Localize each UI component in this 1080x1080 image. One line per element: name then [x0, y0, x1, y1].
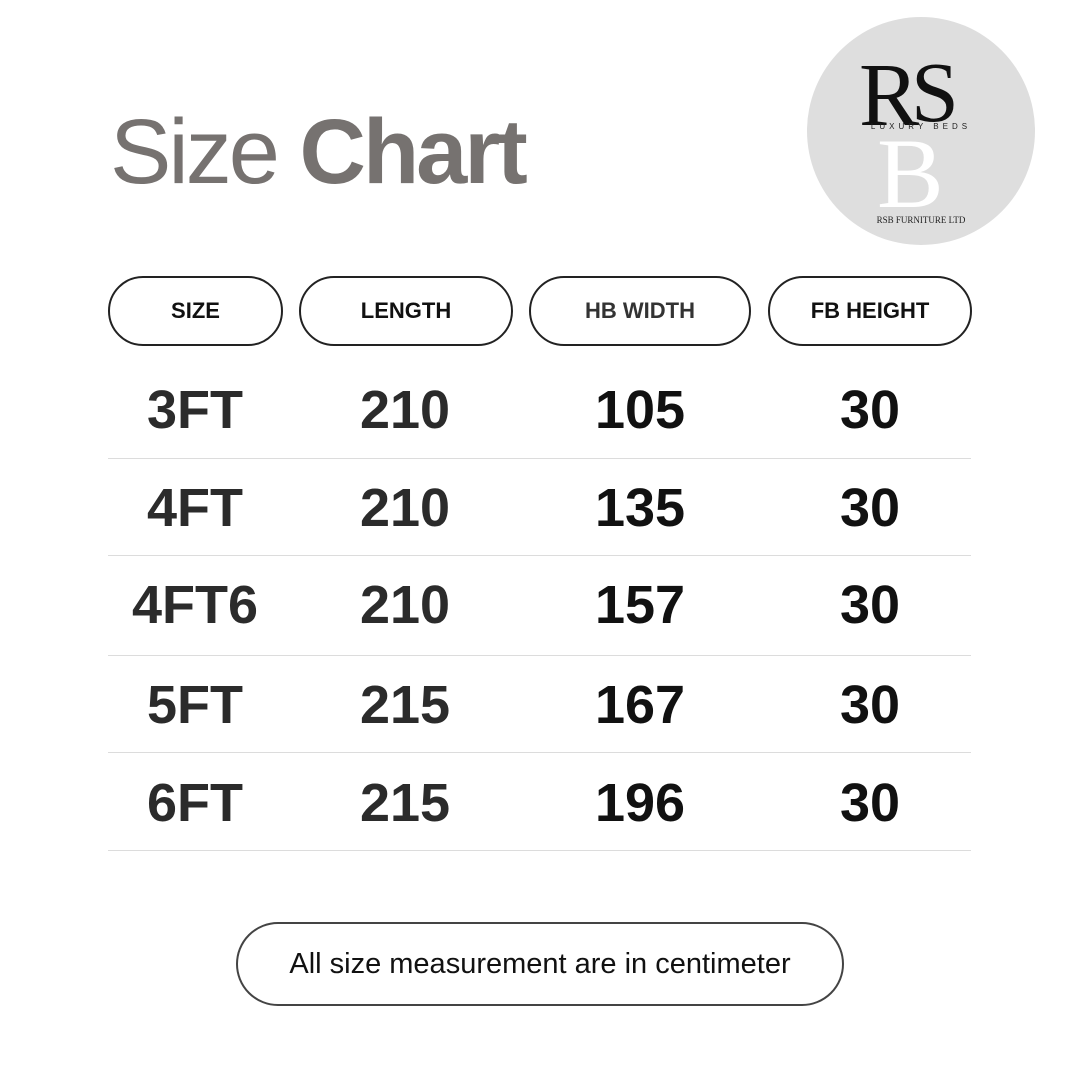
svg-text:R: R	[859, 46, 919, 145]
row-divider	[108, 752, 971, 753]
table-cell: 4FT	[146, 478, 243, 538]
table-cell: 3FT	[146, 380, 243, 440]
table-cell: 196	[594, 773, 686, 833]
row-divider	[108, 555, 971, 556]
table-cell: 5FT	[146, 675, 243, 735]
page-title: Size Chart	[110, 100, 528, 205]
table-cell: 30	[839, 675, 901, 735]
brand-logo: R S B LUXURY BEDS RSB FURNITURE LTD	[807, 17, 1035, 245]
logo-company: RSB FURNITURE LTD	[877, 215, 966, 225]
header-hb-width: HB WIDTH	[529, 276, 751, 346]
svg-text:S: S	[911, 44, 959, 140]
table-cell: 210	[359, 478, 451, 538]
table-cell: 215	[359, 773, 451, 833]
table-cell: 210	[359, 575, 451, 635]
header-length: LENGTH	[299, 276, 513, 346]
table-cell: 215	[359, 675, 451, 735]
table-cell: 105	[594, 380, 686, 440]
table-cell: 30	[839, 380, 901, 440]
title-bold: Chart	[299, 101, 528, 203]
row-divider	[108, 850, 971, 851]
table-cell: 30	[839, 575, 901, 635]
table-cell: 167	[594, 675, 686, 735]
measurement-note: All size measurement are in centimeter	[236, 922, 844, 1006]
header-size: SIZE	[108, 276, 283, 346]
table-cell: 157	[594, 575, 686, 635]
row-divider	[108, 655, 971, 656]
logo-tagline: LUXURY BEDS	[871, 122, 971, 131]
svg-text:B: B	[877, 118, 944, 229]
table-cell: 4FT6	[131, 575, 259, 635]
table-cell: 30	[839, 478, 901, 538]
row-divider	[108, 458, 971, 459]
table-cell: 135	[594, 478, 686, 538]
header-fb-height: FB HEIGHT	[768, 276, 972, 346]
table-cell: 210	[359, 380, 451, 440]
table-cell: 6FT	[146, 773, 243, 833]
table-cell: 30	[839, 773, 901, 833]
title-light: Size	[110, 101, 280, 203]
